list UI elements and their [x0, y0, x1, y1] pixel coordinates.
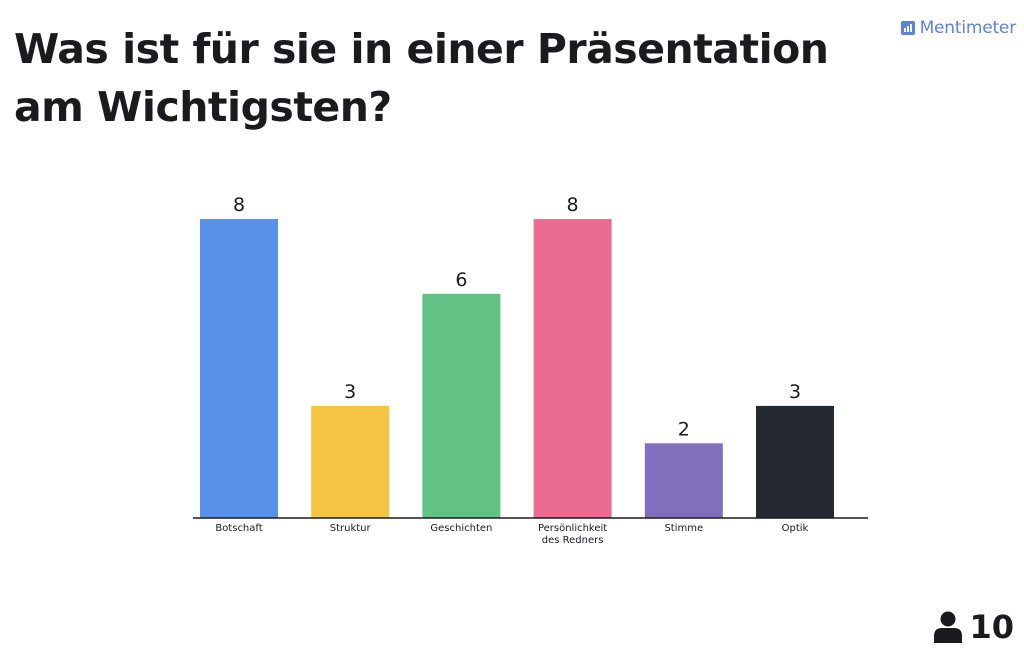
data-label-6: 3 — [789, 381, 801, 403]
category-label-1: Botschaft — [215, 523, 262, 534]
data-label-4: 8 — [567, 194, 579, 216]
category-label-4: Persönlichkeit des Redners — [538, 523, 607, 546]
participant-count: 10 — [969, 608, 1014, 646]
bar-chart-icon — [900, 21, 915, 35]
category-label-line: des Redners — [542, 535, 604, 546]
participant-counter: 10 — [933, 610, 1014, 644]
data-label-2: 3 — [344, 381, 356, 403]
bar-2 — [311, 405, 390, 518]
data-label-3: 6 — [455, 269, 467, 291]
data-label-1: 8 — [233, 194, 245, 216]
bar-5 — [644, 443, 723, 519]
question-title: Was ist für sie in einer Präsentation am… — [14, 25, 829, 131]
category-label-6: Optik — [782, 523, 809, 534]
category-label-3: Geschichten — [430, 523, 492, 534]
bar-6 — [756, 405, 834, 518]
category-label-line: Botschaft — [215, 523, 262, 534]
person-icon — [934, 611, 963, 643]
category-label-5: Stimme — [664, 523, 703, 534]
bar-1 — [200, 219, 278, 518]
category-label-2: Struktur — [330, 523, 372, 534]
category-label-line: Struktur — [330, 523, 372, 534]
data-label-5: 2 — [678, 418, 690, 440]
category-label-line: Persönlichkeit — [538, 523, 607, 534]
category-label-line: Optik — [782, 523, 809, 534]
category-label-line: Stimme — [664, 523, 703, 534]
bar-4 — [533, 219, 612, 518]
bar-3 — [422, 293, 501, 519]
category-label-line: Geschichten — [430, 523, 492, 534]
mentimeter-logo: Mentimeter — [900, 16, 1017, 40]
brand-name: Mentimeter — [919, 18, 1017, 38]
